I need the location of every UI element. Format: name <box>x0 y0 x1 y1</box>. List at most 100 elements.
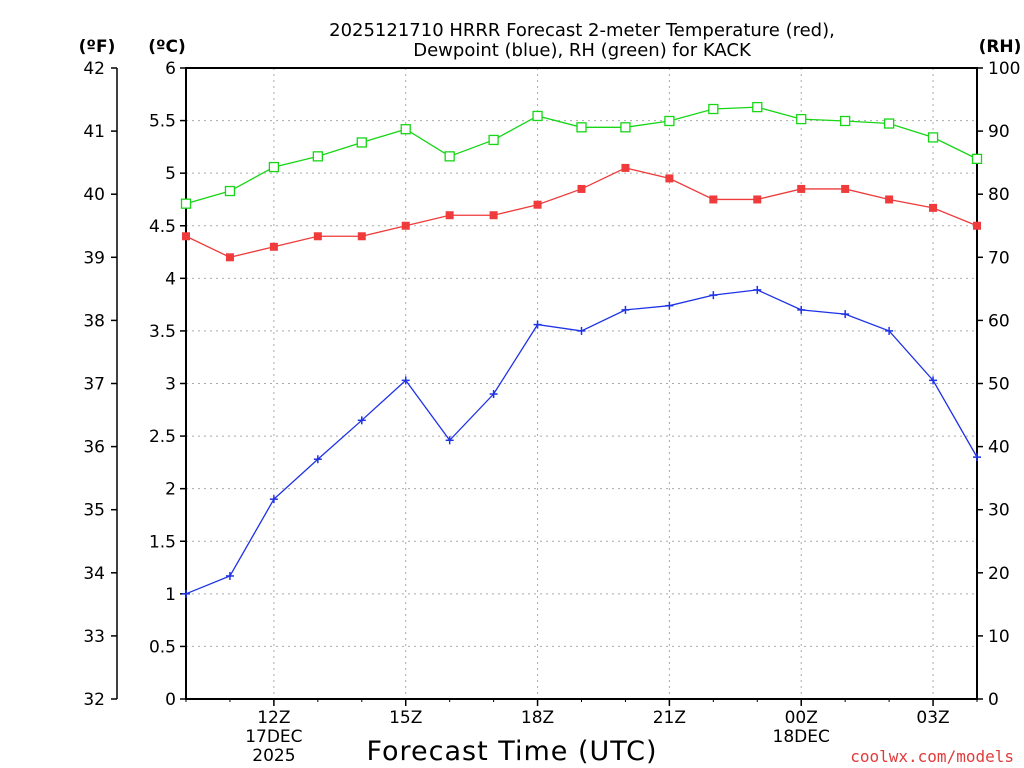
rh-point <box>620 122 631 133</box>
x-tick-date: 17DEC <box>245 727 302 747</box>
c-tick-label: 1.5 <box>149 532 176 552</box>
temperature-point <box>401 221 410 230</box>
temperature-line <box>185 167 978 258</box>
f-tick-label: 35 <box>83 501 105 521</box>
c-tick-label: 2.5 <box>149 427 176 447</box>
celsius-unit-label: (ºC) <box>148 37 186 57</box>
rh-point <box>444 151 455 162</box>
dewpoint-point <box>753 285 762 294</box>
rh-point <box>796 113 807 125</box>
temperature-point <box>753 195 762 204</box>
rh-point <box>532 110 543 122</box>
f-tick-label: 36 <box>83 438 105 458</box>
rh-point <box>312 151 323 162</box>
rh-axis-ticks: 0 10 20 30 40 50 60 70 80 90 100 <box>977 59 1020 710</box>
rh-point <box>752 101 763 113</box>
dewpoint-point <box>445 436 454 445</box>
rh-tick-label: 0 <box>988 690 999 710</box>
temperature-point <box>269 242 278 251</box>
chart-title-line2: Dewpoint (blue), RH (green) for KACK <box>413 40 752 61</box>
dewpoint-point <box>973 453 981 462</box>
temperature-point <box>973 221 981 230</box>
dewpoint-point <box>709 291 718 300</box>
rh-point <box>708 103 719 115</box>
temperature-point <box>182 232 190 241</box>
rh-point <box>576 122 587 133</box>
dewpoint-point <box>225 571 234 580</box>
rh-unit-label: (RH) <box>979 37 1022 57</box>
watermark: coolwx.com/models <box>850 747 1014 766</box>
grid-lines <box>186 67 977 700</box>
c-tick-label: 3.5 <box>149 322 176 342</box>
rh-tick-label: 60 <box>988 311 1010 331</box>
dewpoint-point <box>577 326 586 335</box>
x-tick-year: 2025 <box>252 746 295 766</box>
dewpoint-point <box>841 310 850 319</box>
f-tick-label: 40 <box>83 185 105 205</box>
rh-tick-label: 100 <box>988 59 1020 79</box>
rh-tick-label: 70 <box>988 248 1010 268</box>
rh-point <box>664 115 675 127</box>
x-tick-label: 18Z <box>521 708 554 728</box>
c-tick-label: 4.5 <box>149 217 176 237</box>
rh-point <box>356 137 367 148</box>
dewpoint-point <box>357 416 366 425</box>
c-tick-label: 6 <box>165 59 176 79</box>
c-tick-label: 2 <box>165 480 176 500</box>
temperature-point <box>929 203 938 212</box>
series-lines <box>185 106 978 595</box>
temperature-point <box>621 163 630 172</box>
c-tick-label: 0 <box>165 690 176 710</box>
f-tick-label: 34 <box>83 564 105 584</box>
rh-point <box>180 198 192 209</box>
temperature-point <box>225 253 234 262</box>
c-tick-label: 5 <box>165 164 176 184</box>
chart-title-line1: 2025121710 HRRR Forecast 2-meter Tempera… <box>329 20 835 41</box>
temperature-point <box>797 184 806 193</box>
dewpoint-point <box>401 376 410 385</box>
x-tick-label: 15Z <box>389 708 422 728</box>
rh-tick-label: 50 <box>988 375 1010 395</box>
rh-point <box>840 115 851 127</box>
fahrenheit-axis-ticks: 32 33 34 35 36 37 38 39 40 41 42 <box>83 59 118 710</box>
x-tick-date: 18DEC <box>773 727 830 747</box>
rh-point <box>971 153 983 165</box>
f-tick-label: 41 <box>83 122 105 142</box>
rh-tick-label: 80 <box>988 185 1010 205</box>
rh-point <box>268 161 280 173</box>
c-tick-label: 4 <box>165 269 176 289</box>
c-tick-label: 0.5 <box>149 637 176 657</box>
rh-tick-label: 30 <box>988 501 1010 521</box>
dewpoint-point <box>885 326 894 335</box>
celsius-axis-ticks: 0 0.5 1 1.5 2 2.5 3 3.5 4 4.5 5 5.5 6 <box>149 59 186 710</box>
dewpoint-point <box>929 376 938 385</box>
x-tick-label: 03Z <box>916 708 949 728</box>
dewpoint-point <box>797 305 806 314</box>
x-tick-label: 12Z <box>257 708 290 728</box>
dewpoint-point <box>489 390 498 399</box>
temperature-point <box>885 195 894 204</box>
rh-tick-label: 20 <box>988 564 1010 584</box>
c-tick-label: 5.5 <box>149 112 176 132</box>
fahrenheit-unit-label: (ºF) <box>79 37 116 57</box>
temperature-point <box>357 232 366 241</box>
f-tick-label: 42 <box>83 59 105 79</box>
f-tick-label: 32 <box>83 690 105 710</box>
temperature-point <box>577 184 586 193</box>
f-tick-label: 33 <box>83 627 105 647</box>
f-tick-label: 37 <box>83 375 105 395</box>
dewpoint-point <box>665 301 674 310</box>
rh-point <box>927 132 939 143</box>
c-tick-label: 1 <box>165 585 176 605</box>
series-markers <box>180 101 983 598</box>
rh-point <box>224 185 236 197</box>
dewpoint-point <box>269 495 278 504</box>
dewpoint-point <box>313 455 322 464</box>
x-tick-label: 21Z <box>653 708 686 728</box>
temperature-point <box>489 211 498 220</box>
c-tick-label: 3 <box>165 375 176 395</box>
dewpoint-point <box>533 320 542 329</box>
temperature-point <box>445 211 454 220</box>
